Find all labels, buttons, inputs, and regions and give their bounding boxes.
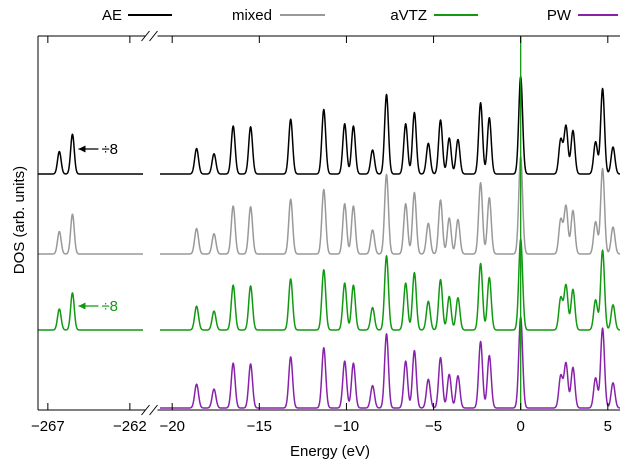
- scale-arrowhead-avtz: [78, 302, 86, 310]
- x-tick-label: −262: [113, 418, 147, 435]
- x-tick-label: −5: [425, 418, 442, 435]
- axis-break-gap-0: [145, 31, 158, 41]
- x-tick-label: 5: [604, 418, 612, 435]
- series-ae-valence: [159, 75, 620, 175]
- axis-break-mark: [141, 30, 150, 42]
- x-ticks: −267 −262 −20 −15 −10 −5 0 5: [31, 36, 612, 435]
- x-tick-label: 0: [517, 418, 525, 435]
- legend: AE mixed aVTZ PW: [102, 7, 618, 24]
- scale-factor-label-avtz: ÷8: [101, 298, 118, 315]
- legend-entry-mixed: mixed: [232, 7, 325, 24]
- series-avtz-core: [37, 292, 144, 331]
- axis-break-mark: [149, 404, 158, 416]
- legend-label-ae: AE: [102, 7, 122, 24]
- x-tick-label: −10: [334, 418, 359, 435]
- series-avtz-valence: [159, 238, 620, 331]
- legend-label-mixed: mixed: [232, 7, 272, 24]
- y-axis-title: DOS (arb. units): [11, 166, 28, 274]
- legend-entry-pw: PW: [547, 7, 618, 24]
- axis-break-mark: [141, 404, 150, 416]
- plot-frame: [37, 30, 620, 416]
- legend-entry-avtz: aVTZ: [390, 7, 478, 24]
- x-tick-label: −15: [247, 418, 272, 435]
- legend-label-pw: PW: [547, 7, 572, 24]
- x-axis-title: Energy (eV): [290, 443, 370, 460]
- scale-arrowhead-ae: [78, 145, 86, 153]
- x-tick-label: −20: [159, 418, 184, 435]
- axis-break-gap-1: [145, 405, 158, 415]
- series-ae-core: [37, 133, 144, 175]
- legend-entry-ae: AE: [102, 7, 172, 24]
- axis-break-mark: [149, 30, 158, 42]
- scale-factor-label-ae: ÷8: [101, 141, 118, 158]
- series-pw-valence: [159, 316, 620, 409]
- x-tick-label: −267: [31, 418, 65, 435]
- series-mixed-core: [37, 213, 144, 255]
- series-mixed-valence: [159, 155, 620, 255]
- dos-curves: [37, 75, 620, 409]
- annotations: ÷8 ÷8: [78, 141, 118, 315]
- legend-label-avtz: aVTZ: [390, 7, 427, 24]
